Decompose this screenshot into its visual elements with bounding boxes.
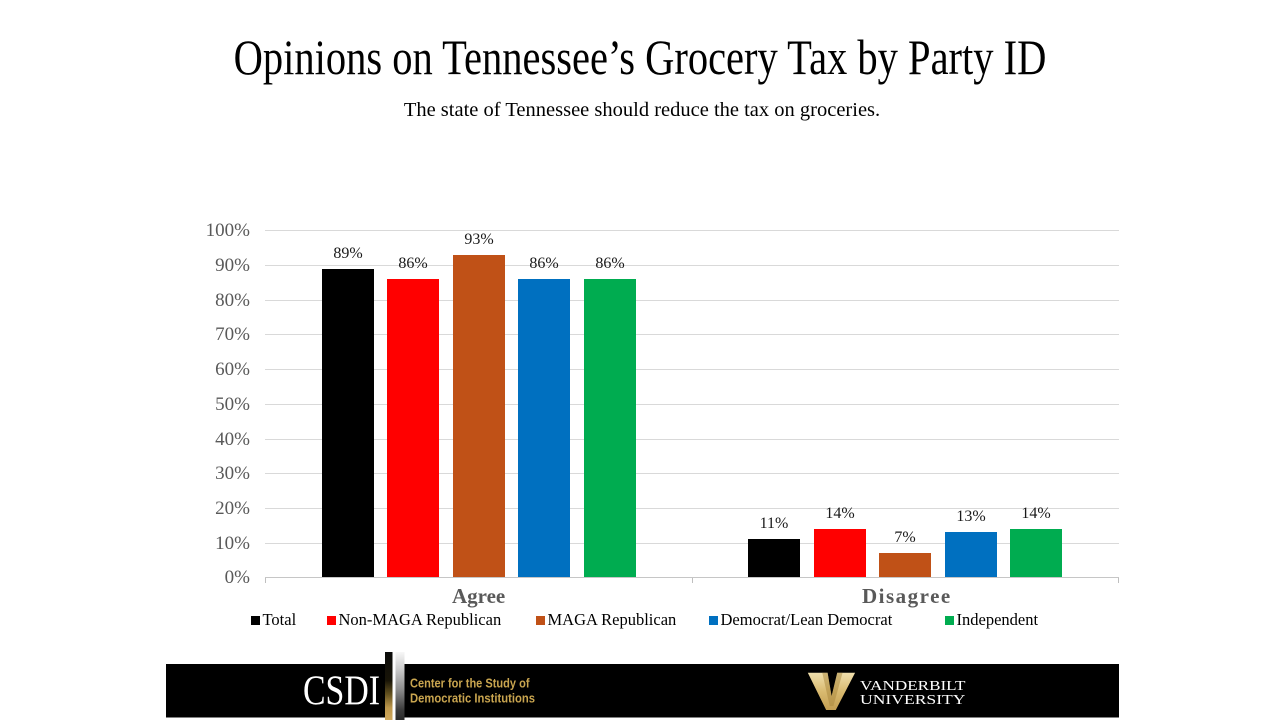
svg-text:Center for the Study of: Center for the Study of (410, 676, 530, 691)
svg-text:UNIVERSITY: UNIVERSITY (860, 692, 966, 707)
svg-text:VANDERBILT: VANDERBILT (860, 678, 966, 693)
svg-text:Democratic Institutions: Democratic Institutions (410, 691, 535, 706)
svg-text:CSDI: CSDI (303, 668, 380, 714)
